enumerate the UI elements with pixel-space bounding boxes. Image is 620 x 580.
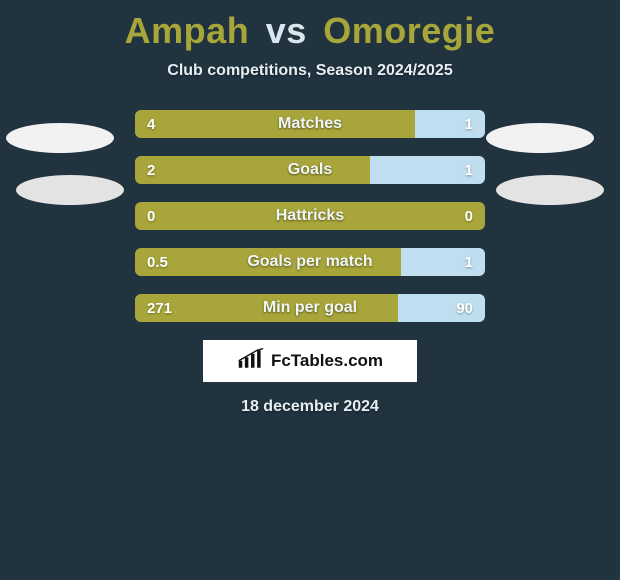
decorative-ellipse bbox=[16, 175, 124, 205]
decorative-ellipse bbox=[496, 175, 604, 205]
stat-row: 0.51Goals per match bbox=[135, 248, 485, 276]
stat-left-segment: 0.5 bbox=[135, 248, 401, 276]
stat-right-value-overlay: 0 bbox=[465, 208, 473, 225]
stat-left-segment: 4 bbox=[135, 110, 415, 138]
stat-left-segment: 0 bbox=[135, 202, 485, 230]
stat-right-segment: 1 bbox=[370, 156, 486, 184]
title-player2: Omoregie bbox=[323, 10, 495, 51]
stat-row: 27190Min per goal bbox=[135, 294, 485, 322]
stat-row: 41Matches bbox=[135, 110, 485, 138]
stat-left-segment: 271 bbox=[135, 294, 398, 322]
date-text: 18 december 2024 bbox=[0, 398, 620, 416]
stat-right-segment: 1 bbox=[401, 248, 485, 276]
chart-bars-icon bbox=[237, 348, 265, 375]
stats-container: 41Matches 21Goals 00Hattricks 0.51Goals per… bbox=[135, 110, 485, 322]
stat-left-segment: 2 bbox=[135, 156, 370, 184]
page-title: Ampah vs Omoregie bbox=[0, 0, 620, 52]
brand-text: FcTables.com bbox=[271, 351, 383, 371]
title-vs: vs bbox=[266, 10, 307, 51]
subtitle: Club competitions, Season 2024/2025 bbox=[0, 62, 620, 80]
title-player1: Ampah bbox=[125, 10, 250, 51]
brand-box: FcTables.com bbox=[203, 340, 417, 382]
stat-right-segment: 1 bbox=[415, 110, 485, 138]
decorative-ellipse bbox=[486, 123, 594, 153]
stat-right-segment: 90 bbox=[398, 294, 486, 322]
stat-row: 21Goals bbox=[135, 156, 485, 184]
decorative-ellipse bbox=[6, 123, 114, 153]
stat-row: 00Hattricks bbox=[135, 202, 485, 230]
